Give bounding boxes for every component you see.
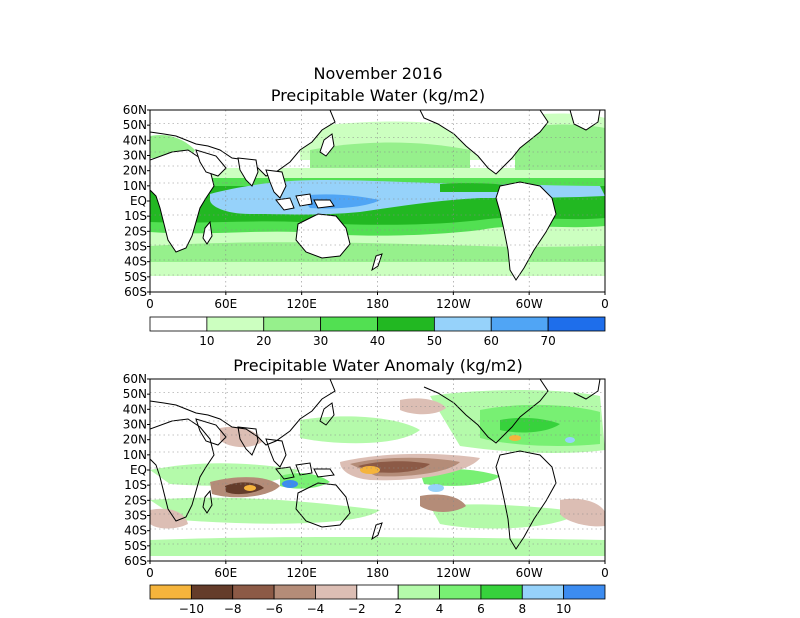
anomaly-map-panel	[150, 379, 605, 561]
pw-lat-label: 10S	[124, 209, 147, 223]
anom-lat-label: 50N	[123, 387, 147, 401]
legend_anom-label: −2	[348, 602, 366, 616]
anom-lon-label: 60W	[516, 566, 543, 580]
legend_anom-label: −4	[307, 602, 325, 616]
anom-lat-label: 20N	[123, 433, 147, 447]
figure-date-title: November 2016	[313, 64, 443, 83]
pw-lon-label: 120E	[286, 297, 317, 311]
legend_anom-swatch	[149, 584, 192, 600]
legend_anom-swatch	[273, 584, 316, 600]
legend_pw-swatch	[206, 316, 265, 332]
anom-lon-label: 0	[146, 566, 154, 580]
anom-lat-label: 10S	[124, 478, 147, 492]
anom-lat-label: 40N	[123, 402, 147, 416]
anom-lat-label: 10N	[123, 448, 147, 462]
legend_pw-swatch	[490, 316, 549, 332]
anom-lat-label: 50S	[124, 539, 147, 553]
anom-lat-label: 60S	[124, 554, 147, 568]
anom-lon-label: 120E	[286, 566, 317, 580]
anom-lon-label: 120W	[436, 566, 471, 580]
legend_anom-label: 6	[477, 602, 485, 616]
legend_anom-label: −10	[179, 602, 204, 616]
anom-lat-label: 30S	[124, 509, 147, 523]
pw-lon-label: 60E	[214, 297, 237, 311]
legend_pw-label: 70	[540, 334, 555, 348]
legend_anom-label: −8	[224, 602, 242, 616]
legend_anom-label: −6	[265, 602, 283, 616]
legend_anom-label: 10	[556, 602, 571, 616]
legend_pw-label: 10	[199, 334, 214, 348]
legend_pw-label: 30	[313, 334, 328, 348]
pw-lon-label: 180	[366, 297, 389, 311]
legend_anom-label: 8	[518, 602, 526, 616]
legend_anom-swatch	[232, 584, 275, 600]
pw-lat-label: 30S	[124, 240, 147, 254]
anom-lon-label: 0	[601, 566, 609, 580]
legend_anom-swatch	[190, 584, 234, 600]
pw-lat-label: 30N	[123, 149, 147, 163]
anom-lat-label: 40S	[124, 524, 147, 538]
legend_pw-swatch	[149, 316, 208, 332]
legend_anom-label: 4	[436, 602, 444, 616]
legend_pw-swatch	[320, 316, 378, 332]
legend_anom-swatch	[563, 584, 606, 600]
pw-lon-label: 0	[146, 297, 154, 311]
pw-lat-label: 10N	[123, 179, 147, 193]
legend_anom-swatch	[397, 584, 440, 600]
legend_pw-label: 40	[370, 334, 385, 348]
pw-lat-label: EQ	[130, 194, 147, 208]
pw-lat-label: 20N	[123, 164, 147, 178]
legend_anom-swatch	[480, 584, 523, 600]
legend_pw-label: 60	[484, 334, 499, 348]
precipitable-water-title: Precipitable Water (kg/m2)	[270, 86, 486, 105]
anom-lat-label: 30N	[123, 418, 147, 432]
legend_anom-label: 2	[394, 602, 402, 616]
pw-lat-label: 60N	[123, 103, 147, 117]
legend_pw-label: 50	[427, 334, 442, 348]
pw-map-panel	[150, 110, 605, 292]
legend_anom-swatch	[356, 584, 399, 600]
legend_anom-swatch	[315, 584, 358, 600]
legend_pw-label: 20	[256, 334, 271, 348]
pw-lat-label: 60S	[124, 285, 147, 299]
anom-lat-label: EQ	[130, 463, 147, 477]
anom-lat-label: 60N	[123, 372, 147, 386]
legend_pw-swatch	[433, 316, 492, 332]
anom-lat-label: 20S	[124, 493, 147, 507]
pw-lat-label: 40N	[123, 133, 147, 147]
pw-lat-label: 20S	[124, 224, 147, 238]
pw-lat-label: 50S	[124, 270, 147, 284]
legend_anom-swatch	[521, 584, 565, 600]
legend_pw-swatch	[263, 316, 322, 332]
pw-lat-label: 40S	[124, 255, 147, 269]
pw-lon-label: 120W	[436, 297, 471, 311]
legend_anom-swatch	[439, 584, 482, 600]
anom-lon-label: 180	[366, 566, 389, 580]
legend_pw-swatch	[547, 316, 606, 332]
pw-lon-label: 60W	[516, 297, 543, 311]
legend_pw-swatch	[377, 316, 435, 332]
anomaly-title: Precipitable Water Anomaly (kg/m2)	[233, 356, 523, 375]
anom-lon-label: 60E	[214, 566, 237, 580]
pw-lat-label: 50N	[123, 118, 147, 132]
pw-lon-label: 0	[601, 297, 609, 311]
